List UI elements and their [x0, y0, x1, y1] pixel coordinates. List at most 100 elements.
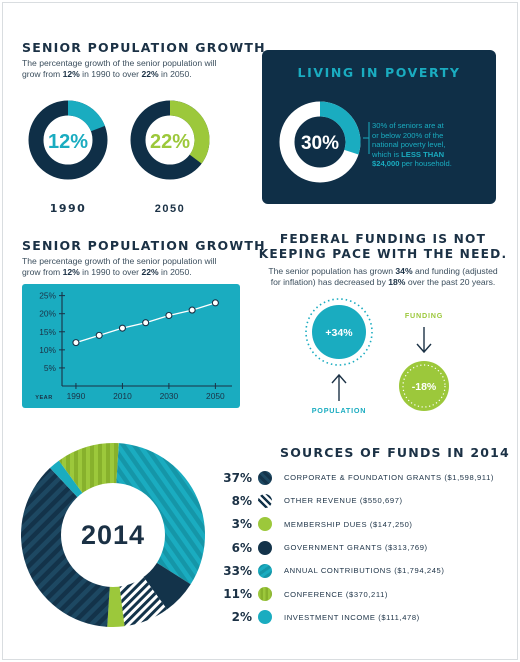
population-bubble: +34% POPULATION [305, 298, 373, 415]
sources-legend-label: OTHER REVENUE ($550,697) [284, 496, 403, 506]
population-arrow-head [331, 373, 347, 384]
line-chart-marks [72, 299, 219, 347]
line-chart-card [22, 284, 240, 408]
sources-legend-row: 8% OTHER REVENUE ($550,697) [218, 489, 508, 512]
poverty-text: 30% of seniors are at or below 200% of t… [372, 121, 492, 169]
growth-description: The percentage growth of the senior popu… [22, 58, 242, 80]
line-chart-x-tick-label: 2050 [206, 391, 225, 401]
federal-description: The senior population has grown 34% and … [258, 266, 508, 288]
funding-dotted-ring [402, 364, 446, 408]
federal-title-line-1: FEDERAL FUNDING IS NOT [279, 232, 487, 246]
line-chart-x-tick-label: 1990 [67, 391, 86, 401]
line-chart-axes: 25% 20% 15% 10% 5% 1990 2010 2030 2050 YEAR [35, 291, 232, 401]
sources-legend-pct: 8% [231, 493, 252, 508]
line-chart-y-tick-label: 25% [39, 291, 56, 301]
donut-2050: 22% 2050 [130, 100, 210, 215]
growth-donut-charts: 12% 1990 22% 2050 [28, 100, 210, 215]
sources-legend-row: 2% INVESTMENT INCOME ($111,478) [218, 606, 508, 629]
funding-circle [399, 361, 449, 411]
donut-1990-slice [67, 100, 105, 132]
sources-legend-label: CORPORATE & FOUNDATION GRANTS ($1,598,91… [284, 473, 495, 483]
donut-2050-label: 22% [150, 131, 190, 153]
growth-title: SENIOR POPULATION GROWTH [22, 40, 266, 55]
line-chart-x-axis-title: YEAR [35, 395, 53, 401]
poverty-text-4: which is LESS THAN [372, 149, 445, 159]
donut-2050-year: 2050 [155, 203, 185, 215]
poverty-text-5: $24,000 per household. [372, 159, 452, 168]
sources-legend-label: CONFERENCE ($370,211) [284, 589, 389, 599]
poverty-donut-chart: 30% [279, 101, 361, 183]
sources-legend-swatch [258, 493, 272, 508]
line-chart-point [188, 306, 196, 314]
line-chart-x-tick-label: 2030 [160, 391, 179, 401]
poverty-text-3: national poverty level, [372, 140, 446, 149]
line-chart-point [72, 339, 80, 347]
federal-title: FEDERAL FUNDING IS NOT KEEPING PACE WITH… [258, 232, 508, 262]
federal-desc-line-2: for inflation) has decreased by 18% over… [270, 277, 496, 287]
line-chart-y-tick-label: 15% [39, 327, 56, 337]
federal-graphic: +34% POPULATION FUNDING -18% [305, 298, 449, 415]
population-circle [312, 305, 366, 359]
donut-1990-label: 12% [48, 131, 88, 153]
sources-legend-swatch [258, 610, 272, 625]
poverty-donut-slice [319, 101, 361, 155]
sources-legend-swatch [258, 517, 272, 532]
line-section-description: The percentage growth of the senior popu… [22, 256, 252, 278]
line-chart-y-tick-label: 20% [39, 309, 56, 319]
sources-title: SOURCES OF FUNDS IN 2014 [280, 445, 510, 460]
sources-legend-swatch [258, 540, 272, 555]
sources-legend-pct: 37% [223, 470, 252, 485]
sources-legend-swatch [258, 587, 272, 602]
sources-legend-row: 33% ANNUAL CONTRIBUTIONS ($1,794,245) [218, 559, 508, 582]
line-chart-point [211, 299, 219, 307]
sources-legend: 37% CORPORATE & FOUNDATION GRANTS ($1,598… [218, 466, 508, 629]
sources-legend-swatch [258, 563, 272, 578]
sources-legend-pct: 6% [231, 540, 252, 555]
poverty-connector [363, 122, 370, 154]
donut-1990-year: 1990 [50, 202, 87, 215]
sources-legend-row: 6% GOVERNMENT GRANTS ($313,769) [218, 536, 508, 559]
funding-bubble: FUNDING -18% [399, 311, 449, 411]
growth-desc-line-1: The percentage growth of the senior popu… [22, 58, 217, 68]
line-chart-y-tick-label: 10% [39, 345, 56, 355]
sources-legend-pct: 33% [223, 563, 252, 578]
line-chart-point [142, 319, 150, 327]
line-chart-point [165, 311, 173, 320]
line-section-title: SENIOR POPULATION GROWTH [22, 238, 266, 253]
funding-arrow-head [416, 343, 432, 354]
poverty-text-1: 30% of seniors are at [372, 121, 444, 130]
sources-legend-label: GOVERNMENT GRANTS ($313,769) [284, 543, 428, 553]
sources-legend-swatch [258, 470, 272, 485]
sources-legend-label: INVESTMENT INCOME ($111,478) [284, 612, 420, 622]
sources-legend-pct: 3% [231, 517, 252, 532]
sources-legend-row: 11% CONFERENCE ($370,211) [218, 582, 508, 605]
donut-2050-slice [169, 100, 210, 164]
federal-title-line-2: KEEPING PACE WITH THE NEED. [258, 247, 508, 261]
sources-center-label: 2014 [81, 520, 145, 550]
line-chart-point [95, 331, 103, 339]
population-value: +34% [325, 327, 353, 339]
line-chart: 25% 20% 15% 10% 5% 1990 2010 2030 2050 YEAR [35, 291, 232, 401]
poverty-card [262, 50, 496, 204]
line-desc-line-2: grow from 12% in 1990 to over 22% in 205… [22, 267, 192, 277]
line-chart-y-tick-label: 5% [44, 363, 57, 373]
sources-legend-row: 3% MEMBERSHIP DUES ($147,250) [218, 513, 508, 536]
line-chart-x-tick-label: 2010 [113, 391, 132, 401]
donut-1990: 12% 1990 [28, 100, 108, 215]
poverty-donut-label: 30% [301, 133, 339, 154]
poverty-text-2: or below 200% of the [372, 130, 444, 140]
sources-legend-pct: 2% [231, 610, 252, 625]
poverty-title: LIVING IN POVERTY [297, 65, 461, 80]
sources-legend-label: ANNUAL CONTRIBUTIONS ($1,794,245) [284, 566, 445, 576]
funding-value: -18% [412, 381, 437, 393]
line-chart-point [118, 324, 126, 332]
funding-label: FUNDING [405, 311, 443, 320]
federal-desc-line-1: The senior population has grown 34% and … [268, 266, 498, 276]
growth-desc-line-2: grow from 12% in 1990 to over 22% in 205… [22, 69, 192, 79]
sources-donut-chart: 2014 [20, 443, 205, 627]
population-dotted-ring [305, 298, 373, 366]
sources-legend-pct: 11% [223, 587, 252, 602]
population-label: POPULATION [312, 406, 367, 415]
sources-legend-row: 37% CORPORATE & FOUNDATION GRANTS ($1,598… [218, 466, 508, 489]
line-desc-line-1: The percentage growth of the senior popu… [22, 256, 217, 266]
